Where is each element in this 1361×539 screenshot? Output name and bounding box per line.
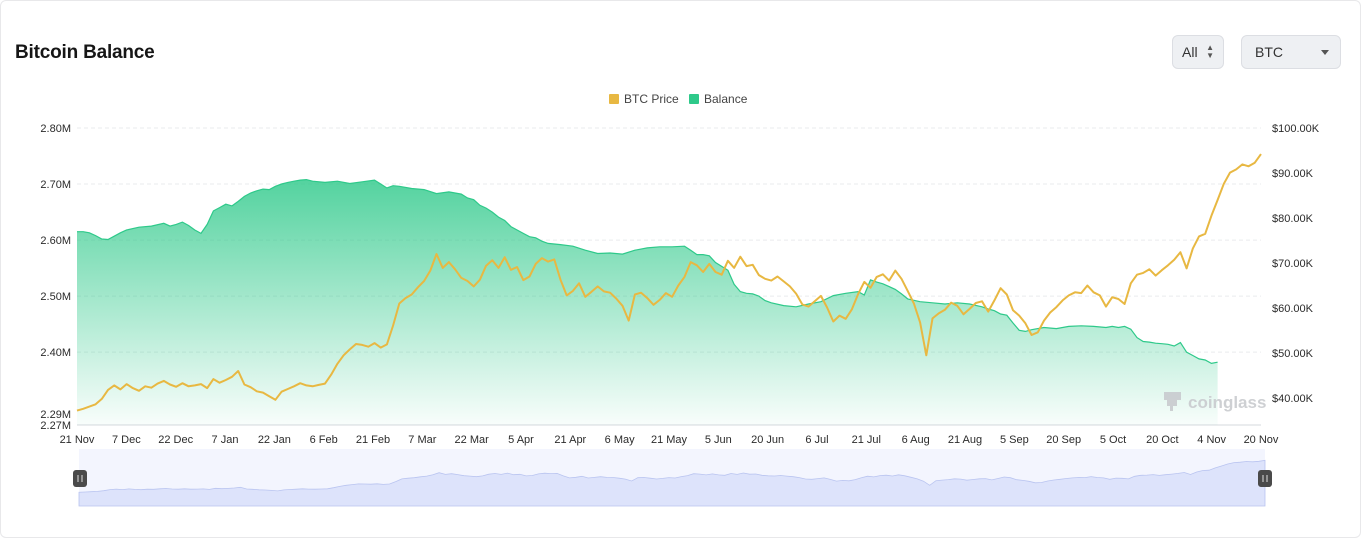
x-tick-label: 21 May <box>651 434 688 446</box>
x-tick-label: 20 Sep <box>1046 434 1081 446</box>
range-select[interactable]: All ▲ ▼ <box>1172 35 1224 69</box>
navigator-handle-left[interactable] <box>73 470 87 487</box>
x-tick-label: 21 Aug <box>948 434 982 446</box>
navigator-preview <box>78 459 1266 507</box>
legend-label-balance[interactable]: Balance <box>704 92 748 106</box>
x-tick-label: 21 Feb <box>356 434 390 446</box>
coinglass-watermark: coinglass <box>1164 392 1266 412</box>
navigator-handle-right[interactable] <box>1258 470 1272 487</box>
left-tick-label: 2.60M <box>40 235 71 247</box>
chevron-down-icon <box>1321 50 1329 55</box>
range-navigator[interactable] <box>73 449 1272 507</box>
plot-area <box>76 153 1262 425</box>
balance-area <box>77 179 1218 425</box>
x-tick-label: 6 Jul <box>805 434 828 446</box>
left-tick-label: 2.70M <box>40 179 71 191</box>
chart-title: Bitcoin Balance <box>15 42 155 63</box>
legend-swatch-balance[interactable] <box>689 94 699 104</box>
coin-select-value: BTC <box>1255 44 1283 60</box>
x-tick-label: 5 Oct <box>1100 434 1126 446</box>
x-tick-label: 21 Nov <box>60 434 95 446</box>
x-tick-label: 5 Jun <box>705 434 732 446</box>
x-tick-label: 21 Apr <box>554 434 586 446</box>
navigator-area <box>78 459 1266 507</box>
x-tick-label: 6 Aug <box>902 434 930 446</box>
right-axis: $100.00K $90.00K $80.00K $70.00K $60.00K $50.… <box>1272 123 1320 405</box>
x-tick-label: 22 Dec <box>158 434 193 446</box>
right-tick-label: $60.00K <box>1272 303 1314 315</box>
x-tick-label: 6 May <box>605 434 635 446</box>
right-tick-label: $50.00K <box>1272 348 1314 360</box>
x-tick-label: 22 Jan <box>258 434 291 446</box>
coinglass-logo-icon <box>1164 392 1181 411</box>
x-tick-label: 20 Oct <box>1146 434 1178 446</box>
x-tick-label: 22 Mar <box>455 434 490 446</box>
left-tick-label: 2.29M <box>40 409 71 421</box>
legend-label-btc-price[interactable]: BTC Price <box>624 92 679 106</box>
legend-swatch-btc-price[interactable] <box>609 94 619 104</box>
x-tick-label: 5 Sep <box>1000 434 1029 446</box>
x-axis: 21 Nov 7 Dec 22 Dec 7 Jan 22 Jan 6 Feb 21 Feb 7… <box>60 434 1279 446</box>
balance-line <box>77 178 1218 365</box>
coin-select[interactable]: BTC <box>1241 35 1341 69</box>
right-tick-label: $100.00K <box>1272 123 1320 135</box>
btc-price-line <box>76 153 1262 412</box>
x-tick-label: 20 Jun <box>751 434 784 446</box>
x-tick-label: 4 Nov <box>1197 434 1226 446</box>
left-tick-label: 2.50M <box>40 291 71 303</box>
right-tick-label: $80.00K <box>1272 213 1314 225</box>
x-tick-label: 5 Apr <box>508 434 534 446</box>
x-tick-label: 6 Feb <box>310 434 338 446</box>
left-tick-label: 2.40M <box>40 347 71 359</box>
x-tick-label: 21 Jul <box>852 434 881 446</box>
range-select-value: All <box>1182 44 1198 60</box>
x-tick-label: 7 Dec <box>112 434 141 446</box>
right-tick-label: $40.00K <box>1272 393 1314 405</box>
x-tick-label: 7 Mar <box>408 434 436 446</box>
right-tick-label: $90.00K <box>1272 168 1314 180</box>
left-tick-label: 2.27M <box>40 420 71 432</box>
watermark-text: coinglass <box>1188 393 1266 412</box>
up-down-arrows-icon: ▲ ▼ <box>1206 43 1214 60</box>
right-tick-label: $70.00K <box>1272 258 1314 270</box>
x-tick-label: 7 Jan <box>212 434 239 446</box>
left-tick-label: 2.80M <box>40 123 71 135</box>
x-tick-label: 20 Nov <box>1244 434 1279 446</box>
